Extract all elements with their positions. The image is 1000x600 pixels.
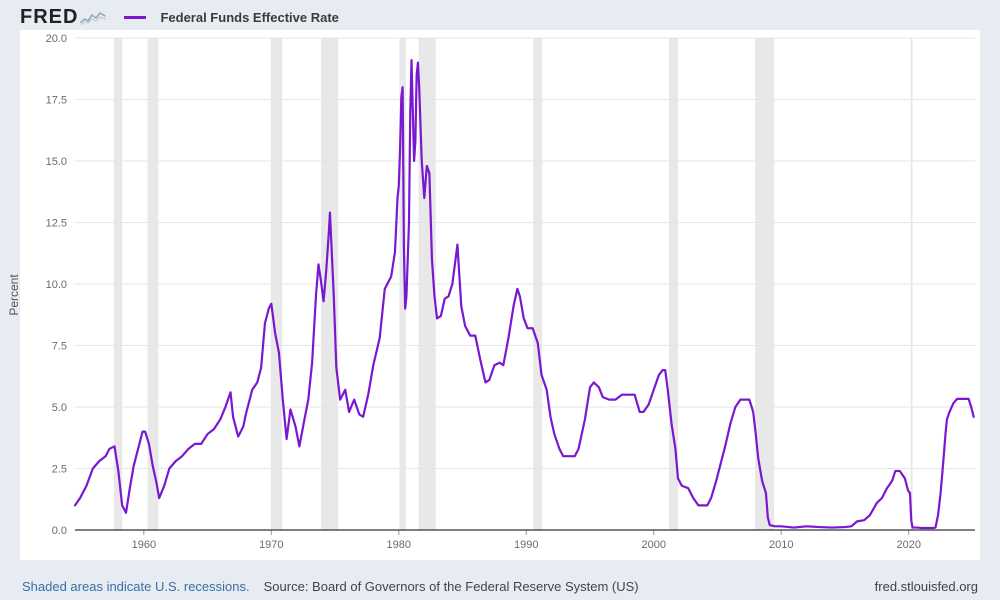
chart-footer: Shaded areas indicate U.S. recessions. S… — [22, 579, 978, 594]
x-tick-label: 2000 — [642, 539, 666, 551]
fred-logo-wave-icon — [80, 10, 106, 26]
y-tick-label: 15.0 — [46, 156, 67, 168]
x-tick-label: 1970 — [259, 539, 283, 551]
y-tick-label: 5.0 — [52, 402, 67, 414]
y-tick-label: 0.0 — [52, 525, 67, 537]
x-tick-label: 1960 — [132, 539, 156, 551]
y-tick-label: 20.0 — [46, 33, 67, 45]
page: FRED Federal Funds Effective Rate Percen… — [0, 0, 1000, 600]
y-tick-label: 17.5 — [46, 95, 67, 107]
y-tick-label: 2.5 — [52, 464, 67, 476]
fred-logo: FRED — [20, 6, 106, 29]
x-tick-label: 1990 — [514, 539, 538, 551]
y-tick-label: 10.0 — [46, 279, 67, 291]
y-axis-label: Percent — [7, 274, 21, 315]
legend-swatch — [124, 16, 146, 19]
site-text: fred.stlouisfed.org — [875, 579, 978, 594]
y-tick-label: 7.5 — [52, 341, 67, 353]
chart-svg[interactable]: 0.0 2.5 5.0 7.5 10.0 12.5 15.0 17.5 20.0 1960 1970… — [20, 30, 980, 560]
x-tick-label: 2020 — [896, 539, 920, 551]
fred-logo-text: FRED — [20, 6, 78, 29]
chart-area: Percent 0.02.55.07.510.012.515.017.520.0… — [20, 30, 980, 560]
legend-series-label: Federal Funds Effective Rate — [160, 10, 338, 25]
y-tick-label: 12.5 — [46, 218, 67, 230]
x-tick-label: 2010 — [769, 539, 793, 551]
recession-note: Shaded areas indicate U.S. recessions. — [22, 579, 250, 594]
series-line — [75, 60, 974, 528]
chart-header: FRED Federal Funds Effective Rate — [20, 6, 339, 29]
source-text: Source: Board of Governors of the Federa… — [264, 579, 639, 594]
footer-left: Shaded areas indicate U.S. recessions. S… — [22, 579, 639, 594]
x-tick-label: 1980 — [387, 539, 411, 551]
